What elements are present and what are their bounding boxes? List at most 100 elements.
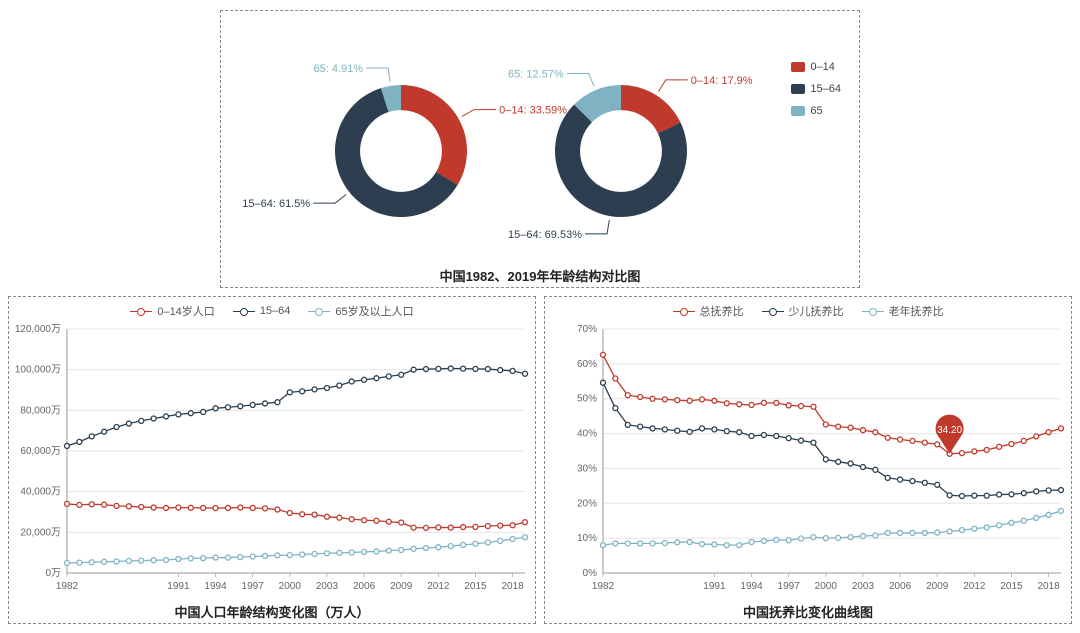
data-point <box>176 505 181 510</box>
data-point <box>399 548 404 553</box>
y-tick-label: 70% <box>577 324 597 335</box>
data-point <box>461 542 466 547</box>
data-point <box>997 523 1002 528</box>
data-point <box>201 505 206 510</box>
data-point <box>1009 492 1014 497</box>
data-point <box>1009 520 1014 525</box>
y-tick-label: 100,000万 <box>15 365 61 376</box>
legend-label: 老年抚养比 <box>889 303 944 319</box>
data-point <box>102 429 107 434</box>
data-point <box>225 555 230 560</box>
data-point <box>399 520 404 525</box>
series-line <box>67 537 525 563</box>
data-point <box>300 552 305 557</box>
data-point <box>250 554 255 559</box>
data-point <box>1034 489 1039 494</box>
x-tick-label: 2009 <box>926 581 949 592</box>
data-point <box>300 512 305 517</box>
data-point <box>885 435 890 440</box>
x-tick-label: 2006 <box>353 581 376 592</box>
x-tick-label: 1994 <box>204 581 227 592</box>
data-point <box>65 501 70 506</box>
x-tick-label: 2018 <box>501 581 524 592</box>
data-point <box>613 406 618 411</box>
data-point <box>799 404 804 409</box>
data-point <box>873 430 878 435</box>
dependency-line-chart: 0%10%20%30%40%50%60%70%19821991199419972… <box>545 321 1073 601</box>
data-point <box>898 437 903 442</box>
x-tick-label: 2003 <box>852 581 875 592</box>
data-point <box>473 366 478 371</box>
data-point <box>1046 512 1051 517</box>
data-point <box>650 426 655 431</box>
data-point <box>275 507 280 512</box>
data-point <box>885 475 890 480</box>
y-tick-label: 60% <box>577 359 597 370</box>
legend-item-15-64: 15–64 <box>791 83 841 95</box>
data-point <box>1021 438 1026 443</box>
data-point <box>860 465 865 470</box>
x-tick-label: 1991 <box>703 581 726 592</box>
panel-title: 中国人口年龄结构变化图（万人） <box>9 602 535 621</box>
dependency-ratio-panel: 总抚养比 少儿抚养比 老年抚养比 0%10%20%30%40%50%60%70%… <box>544 296 1072 624</box>
legend-item: 少儿抚养比 <box>762 303 844 319</box>
donut-leader <box>366 68 390 82</box>
y-tick-label: 80,000万 <box>20 405 61 416</box>
data-point <box>1059 488 1064 493</box>
age-structure-comparison-panel: 0–14 15–64 65 0–14: 33.59%15–64: 61.5%65… <box>220 10 860 288</box>
data-point <box>662 427 667 432</box>
data-point <box>89 560 94 565</box>
data-point <box>935 530 940 535</box>
data-point <box>324 551 329 556</box>
donut-slice-label: 15–64: 61.5% <box>242 198 310 210</box>
data-point <box>848 535 853 540</box>
data-point <box>164 557 169 562</box>
y-tick-label: 0% <box>583 568 598 579</box>
annotation-marker: 34.20 <box>936 415 964 454</box>
data-point <box>89 434 94 439</box>
data-point <box>312 512 317 517</box>
data-point <box>972 449 977 454</box>
data-point <box>126 421 131 426</box>
data-point <box>126 504 131 509</box>
data-point <box>625 541 630 546</box>
legend-label: 总抚养比 <box>700 303 744 319</box>
data-point <box>1021 518 1026 523</box>
data-point <box>650 541 655 546</box>
data-point <box>786 403 791 408</box>
legend-item: 老年抚养比 <box>862 303 944 319</box>
data-point <box>836 424 841 429</box>
data-point <box>638 424 643 429</box>
data-point <box>374 518 379 523</box>
data-point <box>337 550 342 555</box>
data-point <box>724 543 729 548</box>
data-point <box>485 540 490 545</box>
donut-leader <box>462 110 496 117</box>
x-tick-label: 1991 <box>167 581 190 592</box>
data-point <box>151 505 156 510</box>
data-point <box>984 525 989 530</box>
data-point <box>287 390 292 395</box>
data-point <box>324 514 329 519</box>
data-point <box>724 401 729 406</box>
data-point <box>510 368 515 373</box>
data-point <box>860 534 865 539</box>
y-tick-label: 40% <box>577 429 597 440</box>
data-point <box>650 396 655 401</box>
data-point <box>498 538 503 543</box>
population-line-chart: 0万20,000万40,000万60,000万80,000万100,000万12… <box>9 321 537 601</box>
data-point <box>613 376 618 381</box>
data-point <box>638 541 643 546</box>
legend-marker <box>762 311 784 312</box>
data-point <box>263 401 268 406</box>
annotation-text: 34.20 <box>937 425 962 436</box>
legend-label: 15–64 <box>810 83 841 95</box>
donut-charts: 0–14: 33.59%15–64: 61.5%65: 4.91%0–14: 1… <box>221 11 861 271</box>
data-point <box>473 524 478 529</box>
donut-slice-label: 15–64: 69.53% <box>508 229 582 241</box>
data-point <box>997 492 1002 497</box>
data-point <box>675 540 680 545</box>
data-point <box>601 543 606 548</box>
data-point <box>662 397 667 402</box>
line-legend: 0–14岁人口 15–64 65岁及以上人口 <box>9 297 535 321</box>
